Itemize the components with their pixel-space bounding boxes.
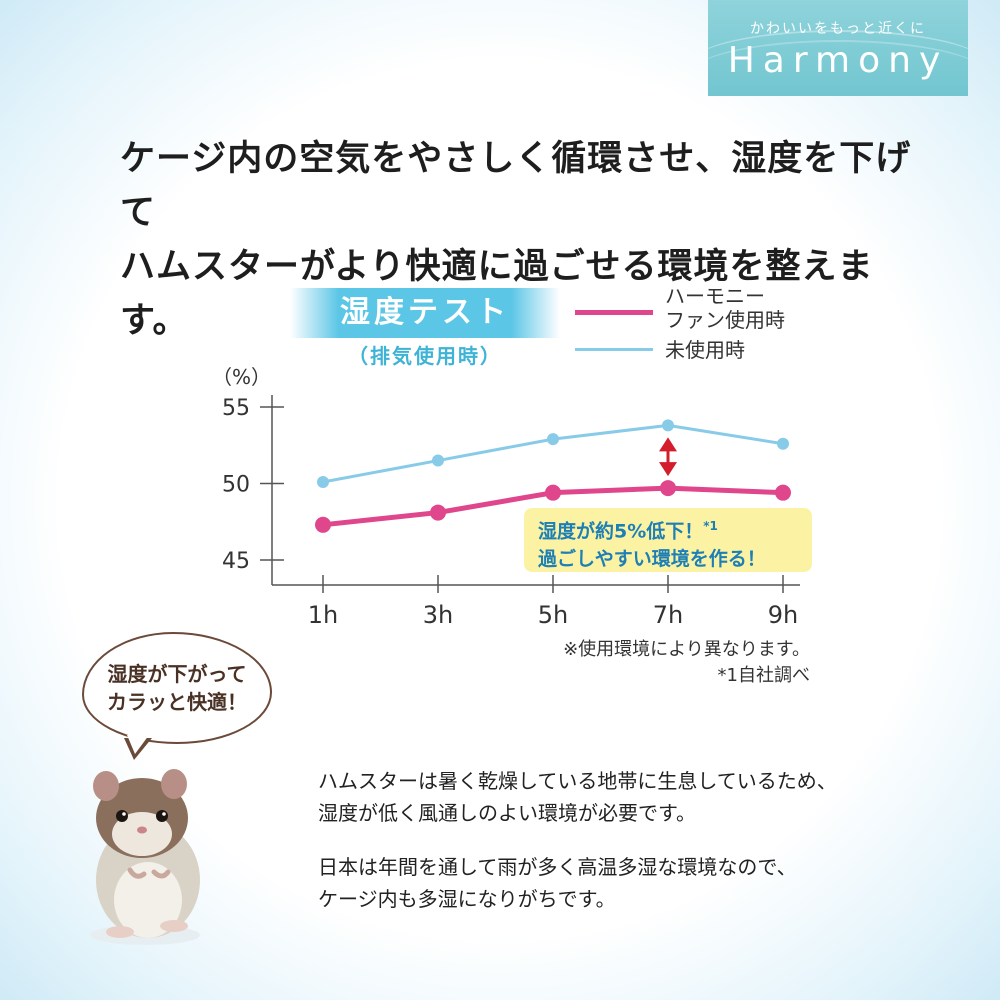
logo-wave-decoration — [708, 40, 968, 96]
y-tick-label: 50 — [222, 473, 250, 498]
data-point — [777, 437, 789, 450]
callout-footnote-mark: *1 — [703, 519, 718, 533]
hamster-left-foot — [106, 926, 134, 938]
y-axis-unit-label: （%） — [212, 365, 271, 389]
logo-name: Harmony — [727, 40, 949, 81]
legend-label-fan: ハーモニー ファン使用時 — [665, 284, 805, 332]
hamster-left-eye — [116, 810, 128, 822]
speech-bubble-line-1: 湿度が下がって — [107, 662, 247, 686]
data-point — [545, 484, 561, 501]
y-axis-ticks: 55 50 45 — [222, 396, 284, 574]
callout-line-2: 過ごしやすい環境を作る！ — [538, 548, 766, 571]
data-point — [775, 484, 791, 501]
headline-line-1: ケージ内の空気をやさしく循環させ、湿度を下げて — [120, 139, 912, 233]
logo-tagline: かわいいをもっと近くに — [750, 21, 926, 37]
hamster-muzzle — [112, 812, 172, 856]
chart-subtitle: （排気使用時） — [348, 344, 502, 368]
hamster-belly — [114, 862, 182, 938]
brand-logo: かわいいをもっと近くに Harmony — [708, 0, 968, 96]
hamster-illustration — [90, 769, 200, 945]
description-paragraph-2: 日本は年間を通して雨が多く高温多湿な環境なので、 ケージ内も多湿になりがちです。 — [318, 851, 918, 915]
x-tick-label: 7h — [653, 601, 683, 629]
legend-swatch-none — [575, 348, 653, 351]
legend-label-none: 未使用時 — [665, 338, 745, 362]
data-point — [662, 419, 674, 432]
headline-line-2: ハムスターがより快適に過ごせる環境を整えます。 — [120, 247, 874, 341]
data-point — [547, 433, 559, 446]
humidity-callout: 湿度が約5%低下！*1 過ごしやすい環境を作る！ — [524, 508, 812, 572]
hamster-left-paw — [127, 867, 147, 879]
chart-title: 湿度テスト — [290, 288, 560, 338]
hamster-right-ear — [161, 769, 187, 799]
note-in-house-research: *1自社調べ — [717, 665, 810, 686]
hamster-right-eye — [156, 810, 168, 822]
description-text: ハムスターは暑く乾燥している地帯に生息しているため、 湿度が低く風通しのよい環境… — [318, 765, 918, 937]
description-paragraph-2-line-2: ケージ内も多湿になりがちです。 — [318, 887, 616, 911]
callout-line-1: 湿度が約5%低下！*1 — [538, 512, 812, 545]
x-tick-label: 5h — [538, 601, 568, 629]
description-paragraph-2-line-1: 日本は年間を通して雨が多く高温多湿な環境なので、 — [318, 855, 797, 879]
x-tick-label: 9h — [768, 601, 798, 629]
hamster-right-foot — [160, 920, 188, 932]
series-fan — [315, 480, 791, 533]
series-layer — [315, 419, 791, 533]
callout-line-1-text: 湿度が約5%低下！ — [538, 520, 704, 543]
difference-arrow-head-up — [659, 437, 677, 452]
data-point — [432, 454, 444, 467]
chart-notes: ※使用環境により異なります。 *1自社調べ — [500, 637, 810, 689]
data-point — [660, 480, 676, 497]
hamster-left-eye-highlight — [122, 812, 126, 816]
hamster-right-eye-highlight — [162, 812, 166, 816]
logo-wave-decoration — [708, 30, 968, 96]
y-tick-label: 55 — [222, 396, 250, 421]
difference-arrow — [659, 437, 677, 477]
hamster-left-ear — [93, 771, 119, 801]
data-point — [315, 516, 331, 533]
legend-label-fan-line-2: ファン使用時 — [665, 308, 785, 332]
hamster-nose — [137, 826, 147, 834]
data-point — [317, 475, 329, 488]
speech-bubble-line-2: カラッと快適！ — [107, 690, 247, 714]
note-usage-environment: ※使用環境により異なります。 — [563, 639, 810, 660]
description-paragraph-1-line-1: ハムスターは暑く乾燥している地帯に生息しているため、 — [318, 769, 837, 793]
x-axis-ticks: 1h 3h 5h 7h 9h — [308, 575, 798, 629]
legend-label-fan-line-1: ハーモニー — [665, 284, 765, 308]
hamster-right-paw — [151, 869, 171, 879]
difference-arrow-head-down — [659, 462, 677, 477]
data-point — [430, 504, 446, 521]
legend-swatch-fan — [575, 310, 653, 315]
description-paragraph-1: ハムスターは暑く乾燥している地帯に生息しているため、 湿度が低く風通しのよい環境… — [318, 765, 918, 829]
headline: ケージ内の空気をやさしく循環させ、湿度を下げて ハムスターがより快適に過ごせる環… — [120, 132, 920, 348]
y-tick-label: 45 — [222, 549, 250, 574]
x-tick-label: 1h — [308, 601, 338, 629]
description-paragraph-1-line-2: 湿度が低く風通しのよい環境が必要です。 — [318, 801, 696, 825]
series-none — [317, 419, 789, 488]
x-tick-label: 3h — [423, 601, 453, 629]
speech-bubble: 湿度が下がって カラッと快適！ — [82, 632, 272, 744]
speech-bubble-tail-fill — [127, 735, 149, 754]
